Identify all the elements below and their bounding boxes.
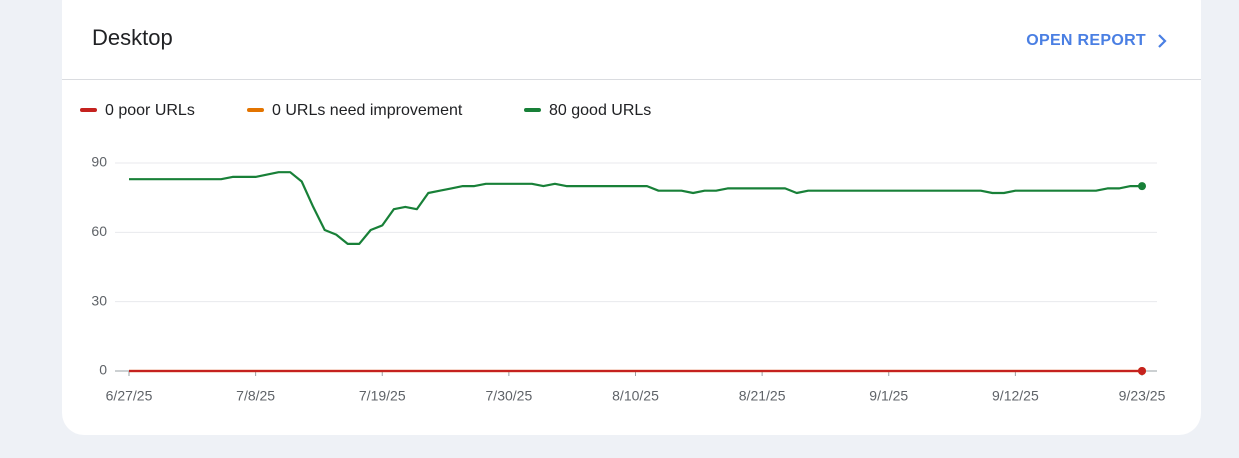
x-tick-label: 6/27/25 <box>106 388 153 404</box>
series-line <box>129 171 1142 245</box>
legend-label: 0 URLs need improvement <box>272 102 463 119</box>
card <box>62 0 1201 435</box>
card-title: Desktop <box>92 25 173 50</box>
y-tick-label: 0 <box>99 362 107 378</box>
y-tick-label: 60 <box>91 223 107 239</box>
y-tick-label: 90 <box>91 154 107 170</box>
legend-label: 0 poor URLs <box>105 102 195 119</box>
x-tick-label: 7/30/25 <box>486 388 533 404</box>
x-tick-label: 9/23/25 <box>1119 388 1166 404</box>
y-tick-label: 30 <box>91 292 107 308</box>
x-tick-label: 7/19/25 <box>359 388 406 404</box>
x-tick-label: 9/12/25 <box>992 388 1039 404</box>
legend-label: 80 good URLs <box>549 102 651 119</box>
x-tick-label: 9/1/25 <box>869 388 908 404</box>
open-report[interactable]: OPEN REPORT <box>1026 32 1146 49</box>
x-tick-label: 8/21/25 <box>739 388 786 404</box>
x-tick-label: 7/8/25 <box>236 388 275 404</box>
end-dot <box>1138 367 1146 375</box>
end-dot <box>1138 182 1146 191</box>
chevron[interactable] <box>1158 34 1167 48</box>
x-tick-label: 8/10/25 <box>612 388 659 404</box>
